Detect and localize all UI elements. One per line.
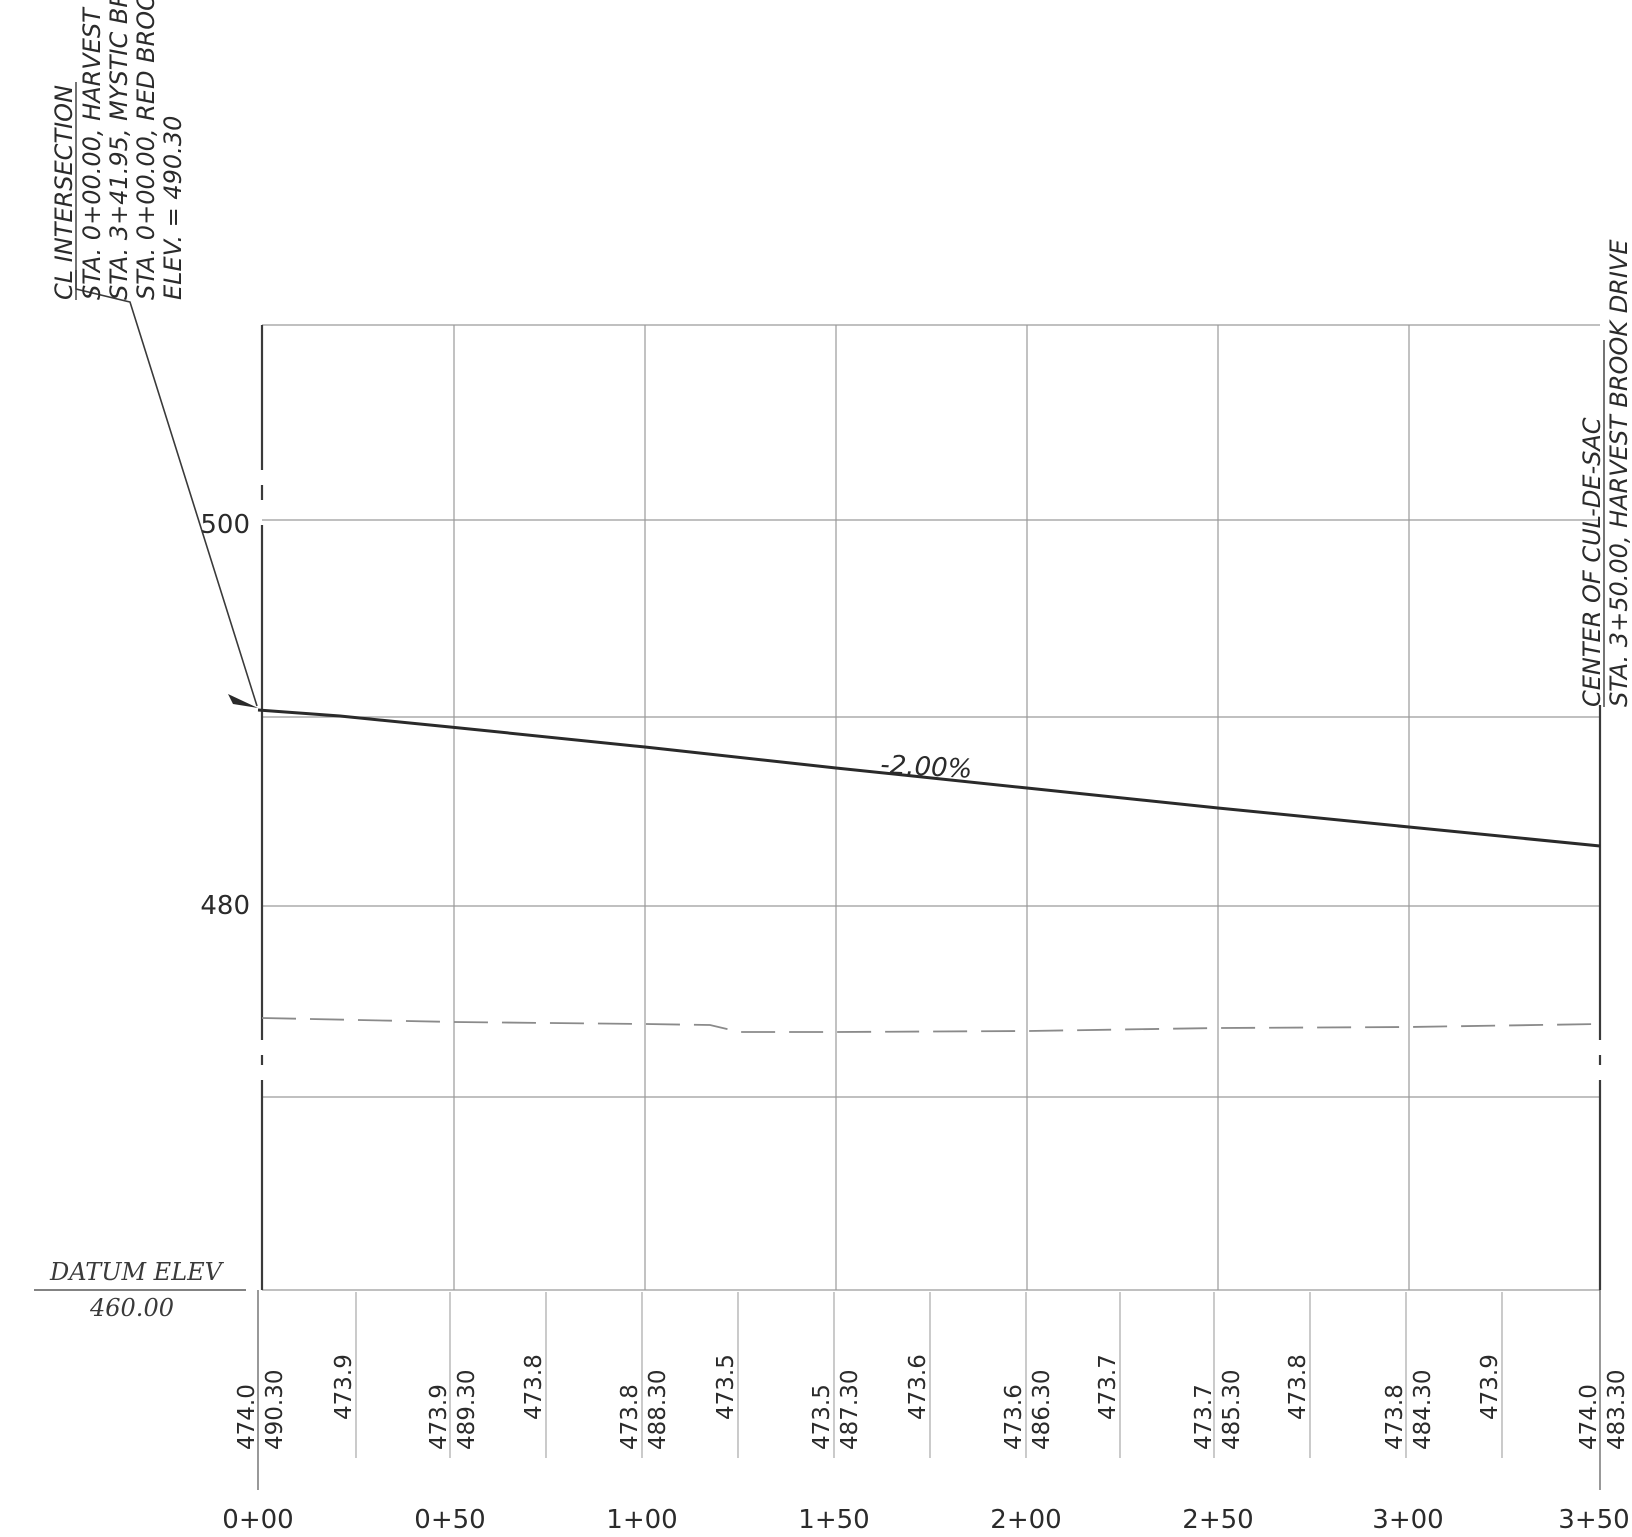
proposed-elev-6: 487.30 xyxy=(837,1370,863,1450)
callout-line-1: CL INTERSECTION xyxy=(50,85,78,300)
station-label-2+00: 2+00 xyxy=(990,1505,1061,1535)
station-label-0+50: 0+50 xyxy=(414,1505,485,1535)
existing-elev-4: 473.8 xyxy=(617,1384,643,1450)
proposed-elev-0: 490.30 xyxy=(262,1370,288,1450)
end-callout: CENTER OF CUL-DE-SAC STA. 3+50.00, HARVE… xyxy=(1578,239,1632,707)
elevation-table: 474.0 490.30 473.9 473.9 489.30 473.8 47… xyxy=(234,1354,1630,1450)
existing-elev-10: 473.7 xyxy=(1191,1384,1217,1450)
proposed-grade-line xyxy=(257,708,1601,848)
proposed-elev-4: 488.30 xyxy=(645,1370,671,1450)
callout-line-2: STA. 0+00.00, HARVEST BROOK COURT xyxy=(78,0,106,300)
existing-elev-5: 473.5 xyxy=(713,1354,739,1420)
existing-elev-14: 474.0 xyxy=(1576,1384,1602,1450)
elevation-label-500: 500 xyxy=(200,510,250,540)
end-callout-line-1: CENTER OF CUL-DE-SAC xyxy=(1578,417,1606,707)
proposed-elev-2: 489.30 xyxy=(454,1370,480,1450)
callout-arrowhead xyxy=(228,694,258,708)
proposed-elev-10: 485.30 xyxy=(1219,1370,1245,1450)
station-label-2+50: 2+50 xyxy=(1182,1505,1253,1535)
existing-ground-line xyxy=(261,1017,1601,1033)
profile-boundaries xyxy=(260,325,1602,1290)
existing-elev-6: 473.5 xyxy=(809,1384,835,1450)
existing-elev-3: 473.8 xyxy=(521,1354,547,1420)
proposed-elev-14: 483.30 xyxy=(1604,1370,1630,1450)
existing-elev-11: 473.8 xyxy=(1285,1354,1311,1420)
grade-label: -2.00% xyxy=(880,750,973,785)
end-callout-line-2: STA. 3+50.00, HARVEST BROOK DRIVE xyxy=(1605,239,1632,707)
station-label-3+50: 3+50 xyxy=(1558,1505,1629,1535)
elevation-label-480: 480 xyxy=(200,891,250,921)
existing-elev-12: 473.8 xyxy=(1382,1384,1408,1450)
callout-line-4: STA. 0+00.00, RED BROOK COURT xyxy=(132,0,160,300)
station-label-3+00: 3+00 xyxy=(1372,1505,1443,1535)
station-labels: 0+00 0+50 1+00 1+50 2+00 2+50 3+00 3+50 xyxy=(222,1505,1629,1535)
callout-line-3: STA. 3+41.95, MYSTIC BROOK COURT xyxy=(105,0,133,300)
datum-value: 460.00 xyxy=(89,1294,174,1322)
begin-callout: CL INTERSECTION STA. 0+00.00, HARVEST BR… xyxy=(50,0,258,708)
existing-elev-9: 473.7 xyxy=(1095,1354,1121,1420)
existing-elev-7: 473.6 xyxy=(905,1354,931,1420)
station-label-0+00: 0+00 xyxy=(222,1505,293,1535)
proposed-elev-8: 486.30 xyxy=(1029,1370,1055,1450)
callout-leader xyxy=(75,270,258,707)
datum-label: DATUM ELEV xyxy=(49,1258,225,1286)
existing-elev-1: 473.9 xyxy=(331,1354,357,1420)
existing-elev-0: 474.0 xyxy=(234,1384,260,1450)
elevation-table-lines xyxy=(257,1290,1601,1490)
station-label-1+00: 1+00 xyxy=(606,1505,677,1535)
existing-elev-2: 473.9 xyxy=(426,1384,452,1450)
proposed-elev-12: 484.30 xyxy=(1410,1370,1436,1450)
existing-elev-13: 473.9 xyxy=(1477,1354,1503,1420)
datum-block: DATUM ELEV 460.00 xyxy=(34,1258,246,1322)
existing-elev-8: 473.6 xyxy=(1001,1384,1027,1450)
callout-line-5: ELEV. = 490.30 xyxy=(159,116,187,300)
profile-grid xyxy=(262,324,1600,1291)
station-label-1+50: 1+50 xyxy=(798,1505,869,1535)
